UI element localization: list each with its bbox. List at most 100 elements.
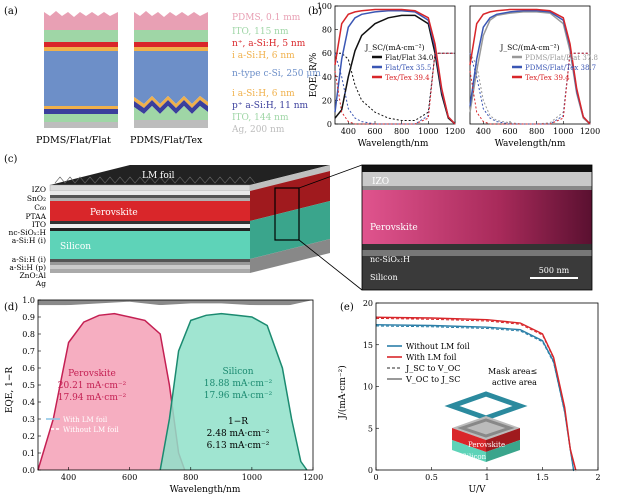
d-line-silicon bbox=[159, 312, 308, 471]
label-asi-p: a-Si:H (p) bbox=[9, 263, 46, 272]
d-perovskite-value-2: 17.94 mA·cm⁻² bbox=[58, 393, 127, 403]
plot-d: 400 600 800 1000 1200 0.0 0.1 0.2 0.3 0.4 0.5 0.6 0.… bbox=[22, 296, 323, 482]
panel-b: (b) EQE, R/% Wavelength/nm Wavelength/nm… bbox=[308, 2, 600, 149]
b-right-legend-title: J_SC/(mA·cm⁻²) bbox=[499, 43, 559, 52]
d-1-r-area bbox=[38, 300, 313, 309]
panel-d: (d) EQE, 1−R Wavelength/nm 400 600 800 1000… bbox=[4, 296, 323, 495]
caption-flat-tex: PDMS/Flat/Tex bbox=[130, 135, 203, 146]
d-xtick-label: 800 bbox=[183, 473, 198, 482]
zoom-box bbox=[274, 187, 300, 241]
e-ytick-label: 5 bbox=[368, 424, 373, 433]
sem-label-silicon: Silicon bbox=[370, 273, 398, 282]
inset-perovskite: Perovskite bbox=[468, 441, 505, 449]
stack-flat-flat bbox=[44, 11, 118, 128]
d-legend-without: Without LM foil bbox=[63, 426, 119, 434]
b-legend-entry: Flat/Tex 35.5 bbox=[385, 64, 431, 72]
d-perovskite-label: Perovskite bbox=[68, 369, 116, 379]
silicon-label-3d: Silicon bbox=[60, 242, 91, 252]
layer-label-csi: n-type c-Si, 250 μm bbox=[232, 69, 321, 79]
stack-flat-tex bbox=[134, 11, 208, 128]
d-ytick-label: 0.8 bbox=[22, 330, 35, 339]
mask-label-2: active area bbox=[492, 378, 537, 387]
panel-b-xlabel-left: Wavelength/nm bbox=[358, 139, 429, 149]
panel-a-labels: PDMS, 0.1 mm ITO, 115 nm n⁺, a-Si:H, 5 n… bbox=[231, 13, 321, 135]
b0-ytick-label: 80 bbox=[322, 26, 332, 35]
panel-d-ylabel: EQE, 1−R bbox=[5, 367, 15, 414]
b0-xtick-label: 400 bbox=[341, 127, 356, 136]
e-xtick-label: 0.5 bbox=[425, 473, 438, 482]
b1-xtick-label: 800 bbox=[529, 127, 544, 136]
layer-label-n-asi: n⁺, a-Si:H, 5 nm bbox=[232, 39, 306, 49]
d-ytick-label: 0.7 bbox=[22, 347, 35, 356]
layer-label-i-asi-top: i a-Si:H, 6 nm bbox=[232, 51, 295, 61]
b1-xtick-label: 400 bbox=[476, 127, 491, 136]
zoom-connector-bottom bbox=[298, 239, 363, 291]
panel-d-tag: (d) bbox=[4, 302, 18, 313]
label-c60: C₆₀ bbox=[34, 203, 46, 212]
b-legend-entry: Tex/Tex 39.4 bbox=[385, 74, 430, 82]
e-ytick-label: 10 bbox=[363, 383, 373, 392]
d-ytick-label: 0.0 bbox=[22, 466, 35, 475]
e-series-line bbox=[375, 316, 577, 471]
e-legend-with: With LM foil bbox=[406, 353, 457, 362]
layer-label-ito-top: ITO, 115 nm bbox=[232, 27, 289, 37]
d-perovskite-value-1: 20.21 mA·cm⁻² bbox=[58, 381, 127, 391]
d-legend-with: With LM foil bbox=[63, 416, 108, 424]
label-asi-i-top: a-Si:H (i) bbox=[12, 236, 46, 245]
d-xtick-label: 600 bbox=[122, 473, 137, 482]
b-series-reflectance bbox=[335, 52, 455, 121]
e-xtick-label: 1.5 bbox=[536, 473, 549, 482]
perovskite-label-3d: Perovskite bbox=[90, 208, 138, 218]
panel-e-xlabel: U/V bbox=[468, 485, 486, 495]
b-legend-entry: PDMS/Flat/Flat 37.8 bbox=[525, 54, 598, 62]
d-ytick-label: 0.6 bbox=[22, 364, 35, 373]
panel-d-xlabel: Wavelength/nm bbox=[170, 485, 241, 495]
stack-left-labels: IZO SnO₂ C₆₀ PTAA ITO nc-SiOₓ:H a-Si:H (… bbox=[9, 185, 47, 288]
b0-xtick-label: 600 bbox=[367, 127, 382, 136]
mask-label-1: Mask area≤ bbox=[488, 367, 537, 376]
d-ytick-label: 0.5 bbox=[22, 381, 35, 390]
e-legend-jsc-voc: J_SC to V_OC bbox=[405, 364, 460, 373]
b-legend-entry: Flat/Flat 34.0 bbox=[385, 54, 433, 62]
panel-a: (a) PDMS, 0.1 mm IT bbox=[4, 6, 321, 146]
d-ytick-label: 0.1 bbox=[22, 449, 35, 458]
d-r-label: 1−R bbox=[228, 417, 248, 427]
d-ytick-label: 0.4 bbox=[22, 398, 35, 407]
panel-b-tag: (b) bbox=[308, 6, 322, 17]
e-ytick-label: 0 bbox=[368, 466, 373, 475]
sem-label-ncsiox: nc-SiOₓ:H bbox=[370, 255, 410, 264]
b-left-legend-title: J_SC/(mA·cm⁻²) bbox=[364, 43, 424, 52]
b-series-line bbox=[334, 8, 456, 125]
d-r-value-1: 2.48 mA·cm⁻² bbox=[207, 429, 270, 439]
b0-ytick-label: 20 bbox=[322, 96, 332, 105]
b0-ytick-label: 100 bbox=[317, 2, 332, 11]
label-asi-i-bottom: a-Si:H (i) bbox=[12, 255, 46, 264]
layer-label-i-asi-bottom: i a-Si:H, 6 nm bbox=[232, 89, 295, 99]
plot-e-frame bbox=[375, 302, 599, 471]
d-xtick-label: 1000 bbox=[242, 473, 262, 482]
b-legend-entry: PDMS/Flat/Tex 38.7 bbox=[525, 64, 596, 72]
panel-c: (c) LM foil bbox=[4, 154, 593, 291]
e-xtick-label: 2 bbox=[595, 473, 600, 482]
b0-xtick-label: 800 bbox=[394, 127, 409, 136]
b-legend-entry: Tex/Tex 39.4 bbox=[525, 74, 570, 82]
e-xtick-label: 1 bbox=[484, 473, 489, 482]
b1-xtick-label: 1200 bbox=[580, 127, 600, 136]
d-ytick-label: 0.9 bbox=[22, 313, 35, 322]
device-stack-3d bbox=[49, 165, 330, 273]
sem-label-perovskite: Perovskite bbox=[370, 223, 418, 233]
mask-device-inset bbox=[444, 391, 528, 462]
e-ytick-label: 20 bbox=[363, 299, 373, 308]
panel-c-tag: (c) bbox=[4, 154, 18, 165]
sem-label-izo: IZO bbox=[372, 177, 389, 187]
panel-e-ylabel: J/(mA·cm⁻²) bbox=[337, 365, 348, 420]
b0-ytick-label: 60 bbox=[322, 49, 332, 58]
label-znoal: ZnO:Al bbox=[19, 271, 46, 280]
d-area-silicon bbox=[160, 313, 307, 470]
e-legend-voc-jsc: V_OC to J_SC bbox=[405, 375, 460, 384]
d-r-value-2: 6.13 mA·cm⁻² bbox=[207, 441, 270, 451]
b0-ytick-label: 0 bbox=[327, 120, 332, 129]
plot-b-left: 400 600 800 1000 1200 0 20 40 60 80 100 bbox=[317, 2, 465, 136]
